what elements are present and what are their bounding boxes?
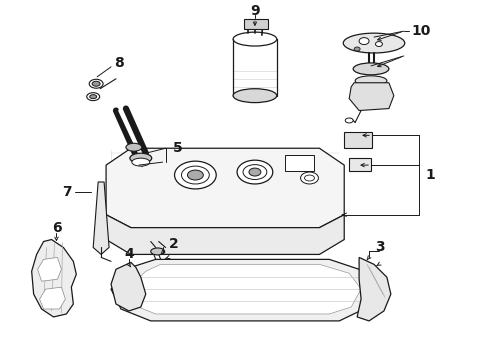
Ellipse shape <box>345 118 353 123</box>
Polygon shape <box>349 83 394 111</box>
Polygon shape <box>32 239 76 317</box>
Polygon shape <box>93 182 109 255</box>
Text: 2: 2 <box>169 237 178 251</box>
Ellipse shape <box>188 170 203 180</box>
Ellipse shape <box>233 32 277 46</box>
Polygon shape <box>126 264 361 314</box>
Text: 7: 7 <box>63 185 72 199</box>
Text: 5: 5 <box>172 141 182 155</box>
Bar <box>285 155 315 171</box>
Polygon shape <box>111 260 374 321</box>
Text: 6: 6 <box>51 221 61 235</box>
Bar <box>244 19 268 29</box>
Ellipse shape <box>233 89 277 103</box>
Polygon shape <box>106 215 344 255</box>
Text: 8: 8 <box>114 56 124 70</box>
Ellipse shape <box>151 248 165 255</box>
Ellipse shape <box>353 63 389 75</box>
Text: 3: 3 <box>375 240 385 255</box>
Bar <box>344 132 372 148</box>
Ellipse shape <box>249 168 261 176</box>
Ellipse shape <box>174 161 216 189</box>
Ellipse shape <box>92 81 100 86</box>
Ellipse shape <box>90 95 97 99</box>
Ellipse shape <box>130 153 152 163</box>
Polygon shape <box>106 148 344 228</box>
Ellipse shape <box>89 79 103 88</box>
Ellipse shape <box>87 93 99 100</box>
Ellipse shape <box>300 172 318 184</box>
Polygon shape <box>40 287 65 309</box>
Bar <box>349 158 371 171</box>
Polygon shape <box>38 257 61 281</box>
Text: 10: 10 <box>411 24 430 38</box>
Ellipse shape <box>305 175 315 181</box>
Ellipse shape <box>375 41 382 46</box>
Text: 9: 9 <box>250 4 260 18</box>
Ellipse shape <box>132 158 150 166</box>
Text: 4: 4 <box>124 247 134 261</box>
Text: 1: 1 <box>426 168 436 182</box>
Ellipse shape <box>243 165 267 180</box>
Ellipse shape <box>126 143 142 151</box>
Ellipse shape <box>343 33 405 53</box>
Polygon shape <box>357 257 391 321</box>
Polygon shape <box>111 262 146 311</box>
Ellipse shape <box>355 76 387 86</box>
Ellipse shape <box>354 47 360 51</box>
Ellipse shape <box>237 160 273 184</box>
Ellipse shape <box>359 37 369 45</box>
Ellipse shape <box>181 166 209 184</box>
